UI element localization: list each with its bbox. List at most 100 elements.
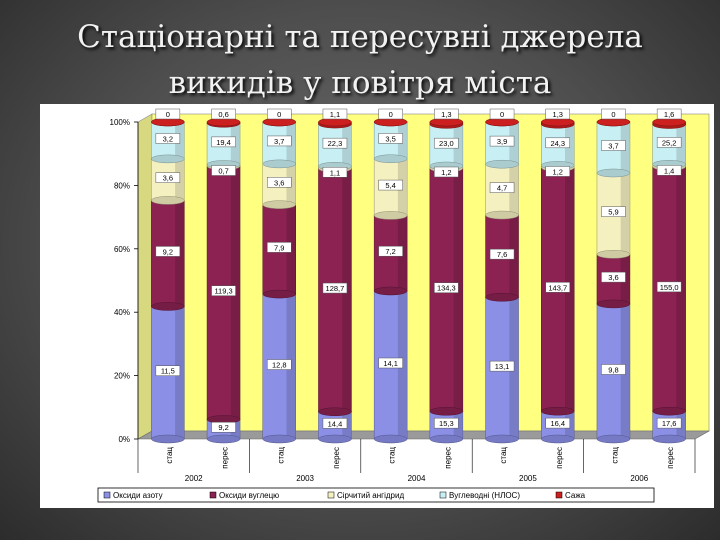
y-tick-label: 80% bbox=[114, 181, 130, 190]
data-label-box bbox=[545, 166, 570, 177]
data-label: 1,4 bbox=[664, 166, 674, 175]
chart-side-wall bbox=[137, 113, 153, 440]
chart-panel: 0% 20% 40% 60% 80% 100% 11,5 9,2 3,6 3,2 0 стац 9,2 1… bbox=[40, 104, 714, 508]
y-tick-label: 20% bbox=[114, 372, 130, 381]
group-label: 2003 bbox=[296, 474, 314, 483]
legend-swatch bbox=[327, 491, 335, 499]
data-label-box bbox=[545, 108, 570, 120]
bar-segment-edge bbox=[262, 289, 296, 299]
data-label: 3,6 bbox=[163, 174, 173, 183]
bar-segment-edge bbox=[596, 168, 631, 178]
bar-segment-edge bbox=[373, 211, 408, 220]
legend-swatch bbox=[103, 491, 111, 499]
legend-label: Сірчитий ангідрид bbox=[337, 491, 404, 500]
data-label: 134,3 bbox=[437, 284, 456, 293]
bar-segment-edge bbox=[485, 434, 519, 444]
category-label: стац bbox=[388, 447, 397, 464]
category-label: перес bbox=[555, 447, 564, 469]
data-label-box bbox=[322, 167, 348, 178]
data-label-box bbox=[601, 271, 626, 283]
data-label: 9,8 bbox=[608, 365, 618, 374]
data-label-box bbox=[155, 172, 181, 183]
bar-segment-edge bbox=[206, 434, 241, 444]
data-label: 1,1 bbox=[330, 110, 340, 119]
data-label-box bbox=[489, 108, 515, 120]
data-label: 23,0 bbox=[439, 139, 454, 148]
data-label: 1,2 bbox=[441, 168, 451, 177]
bar-segment-edge bbox=[485, 159, 519, 169]
bar-segment-edge bbox=[652, 434, 686, 444]
data-label-box bbox=[267, 177, 292, 188]
group-label: 2002 bbox=[185, 474, 203, 483]
y-tick-label: 0% bbox=[118, 435, 130, 444]
data-label: 0 bbox=[277, 110, 281, 119]
data-label: 128,7 bbox=[326, 284, 345, 293]
data-label-box bbox=[489, 360, 515, 372]
data-label-box bbox=[656, 281, 682, 293]
bar-segment-edge bbox=[151, 302, 185, 311]
data-label: 1,3 bbox=[553, 110, 563, 119]
data-label-box bbox=[601, 108, 626, 120]
legend-swatch bbox=[209, 491, 217, 499]
data-label: 1,2 bbox=[553, 167, 563, 176]
data-label: 17,6 bbox=[662, 419, 677, 428]
bar-segment-edge bbox=[429, 407, 464, 416]
data-label-box bbox=[434, 166, 459, 178]
data-label-box bbox=[267, 135, 292, 147]
category-label: перес bbox=[666, 447, 675, 469]
category-label: стац bbox=[276, 447, 285, 464]
data-label-box bbox=[656, 417, 682, 429]
category-label: стац bbox=[165, 447, 174, 464]
title-line-1: Стаціонарні та пересувні джерела bbox=[77, 19, 643, 55]
data-label-box bbox=[545, 137, 570, 149]
title-line-2: викидів у повітря міста bbox=[168, 65, 552, 101]
data-label: 3,6 bbox=[608, 273, 618, 282]
data-label-box bbox=[601, 206, 626, 217]
data-label-box bbox=[155, 365, 181, 376]
y-tick-label: 60% bbox=[114, 245, 130, 254]
data-label-box bbox=[601, 140, 626, 151]
data-label: 14,1 bbox=[383, 359, 398, 368]
data-label-box bbox=[378, 133, 403, 144]
data-label-box bbox=[434, 282, 459, 293]
data-label: 0,6 bbox=[218, 110, 228, 119]
data-label-box bbox=[211, 285, 236, 296]
y-tick-label: 100% bbox=[110, 118, 130, 127]
bar-segment-edge bbox=[262, 159, 296, 169]
bar-segment-edge bbox=[373, 286, 408, 296]
data-label-box bbox=[267, 242, 292, 253]
data-label-box bbox=[267, 108, 292, 120]
data-label-box bbox=[545, 282, 570, 293]
data-label: 16,4 bbox=[550, 419, 565, 428]
data-label-box bbox=[656, 165, 682, 176]
data-label: 3,2 bbox=[163, 134, 173, 143]
legend-label: Оксиди азоту bbox=[113, 491, 163, 500]
bar-segment-edge bbox=[262, 434, 296, 444]
bar-segment-edge bbox=[485, 293, 519, 302]
data-label: 155,0 bbox=[660, 283, 679, 292]
data-label-box bbox=[656, 137, 682, 148]
bar-segment-edge bbox=[151, 154, 185, 164]
data-label-box bbox=[322, 418, 348, 429]
legend-swatch bbox=[439, 491, 447, 499]
bar-segment-edge bbox=[596, 299, 631, 309]
data-label-box bbox=[489, 182, 515, 193]
legend-box bbox=[97, 487, 655, 503]
data-label-box bbox=[378, 245, 403, 257]
data-label-box bbox=[656, 108, 682, 120]
data-label: 3,7 bbox=[274, 137, 284, 146]
bar-segment-edge bbox=[485, 210, 519, 220]
category-label: перес bbox=[443, 447, 452, 469]
bar-segment-edge bbox=[318, 434, 352, 444]
bar-segment-edge bbox=[373, 434, 408, 444]
bar-segment-edge bbox=[541, 434, 575, 444]
legend-label: Оксиди вуглецю bbox=[219, 491, 279, 500]
bar-segment-edge bbox=[652, 406, 686, 416]
data-label: 22,3 bbox=[328, 139, 343, 148]
data-label: 3,7 bbox=[608, 141, 618, 150]
bar-segment-edge bbox=[429, 434, 464, 444]
bar-segment-edge bbox=[151, 196, 185, 205]
bar-segment-edge bbox=[373, 154, 408, 163]
data-label-box bbox=[322, 137, 348, 149]
